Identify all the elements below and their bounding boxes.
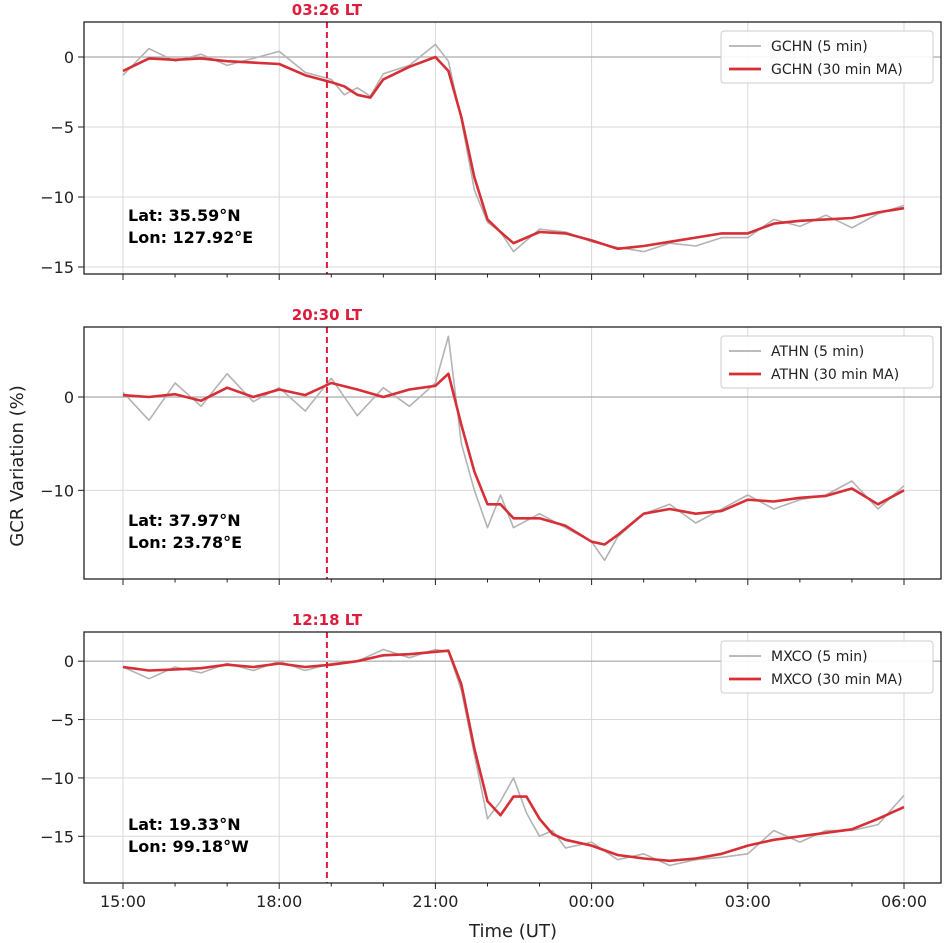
y-tick-label: 0 bbox=[64, 652, 74, 671]
y-axis-title: GCR Variation (%) bbox=[7, 385, 28, 546]
location-lon: Lon: 23.78°E bbox=[128, 533, 242, 552]
legend: GCHN (5 min) GCHN (30 min MA) bbox=[720, 30, 934, 84]
x-tick-label: 15:00 bbox=[100, 892, 146, 911]
x-tick-label: 18:00 bbox=[256, 892, 302, 911]
panel-1: 03:26 LT 0 −5 −10 −15 Lat: 35.59°N Lon: 127.92… bbox=[40, 1, 942, 280]
y-tick-label: −10 bbox=[40, 769, 74, 788]
x-tick-label: 06:00 bbox=[881, 892, 927, 911]
local-time-label: 03:26 LT bbox=[292, 1, 363, 19]
location-lon: Lon: 127.92°E bbox=[128, 228, 253, 247]
plot-frame bbox=[83, 631, 942, 884]
y-tick-label: −5 bbox=[50, 118, 74, 137]
x-tick-label: 00:00 bbox=[569, 892, 615, 911]
panel-3: 12:18 LT 15:00 18:00 21:00 00:00 03:00 06:00 0 −… bbox=[40, 611, 942, 911]
y-tick-label: −15 bbox=[40, 258, 74, 277]
legend-label: GCHN (5 min) bbox=[771, 39, 868, 55]
x-axis-title: Time (UT) bbox=[468, 921, 557, 942]
legend-label: MXCO (5 min) bbox=[771, 649, 868, 665]
y-tick-label: −10 bbox=[40, 188, 74, 207]
y-tick-label: −5 bbox=[50, 711, 74, 730]
legend-box bbox=[720, 30, 934, 84]
y-tick-label: −15 bbox=[40, 827, 74, 846]
panel-2: 20:30 LT 0 −10 Lat: 37.97°N Lon: 23.78°E ATHN… bbox=[40, 306, 942, 585]
legend-box bbox=[720, 335, 934, 389]
series-line-raw bbox=[122, 43, 905, 253]
legend-label: GCHN (30 min MA) bbox=[771, 62, 903, 78]
legend-box bbox=[720, 640, 934, 694]
y-tick-label: −10 bbox=[40, 481, 74, 500]
x-tick-label: 21:00 bbox=[412, 892, 458, 911]
series-line-ma bbox=[122, 55, 905, 251]
series-line-raw bbox=[122, 648, 905, 867]
plot-frame bbox=[83, 21, 942, 275]
local-time-label: 12:18 LT bbox=[292, 611, 363, 629]
legend: MXCO (5 min) MXCO (30 min MA) bbox=[720, 640, 934, 694]
local-time-label: 20:30 LT bbox=[292, 306, 363, 324]
plot-frame bbox=[83, 326, 942, 580]
legend-label: MXCO (30 min MA) bbox=[771, 672, 903, 688]
y-tick-label: 0 bbox=[64, 48, 74, 67]
location-lat: Lat: 19.33°N bbox=[128, 815, 241, 834]
series-line-ma bbox=[122, 372, 905, 546]
x-tick-label: 03:00 bbox=[725, 892, 771, 911]
legend: ATHN (5 min) ATHN (30 min MA) bbox=[720, 335, 934, 389]
legend-label: ATHN (5 min) bbox=[771, 344, 864, 360]
location-lat: Lat: 35.59°N bbox=[128, 206, 241, 225]
legend-label: ATHN (30 min MA) bbox=[771, 367, 899, 383]
location-lat: Lat: 37.97°N bbox=[128, 511, 241, 530]
location-lon: Lon: 99.18°W bbox=[128, 837, 249, 856]
series-line-ma bbox=[122, 649, 905, 863]
y-tick-label: 0 bbox=[64, 388, 74, 407]
